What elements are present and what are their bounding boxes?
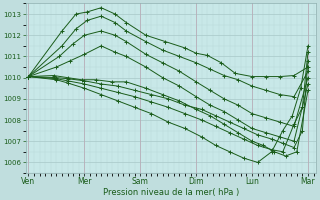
X-axis label: Pression niveau de la mer( hPa ): Pression niveau de la mer( hPa ): [103, 188, 239, 197]
